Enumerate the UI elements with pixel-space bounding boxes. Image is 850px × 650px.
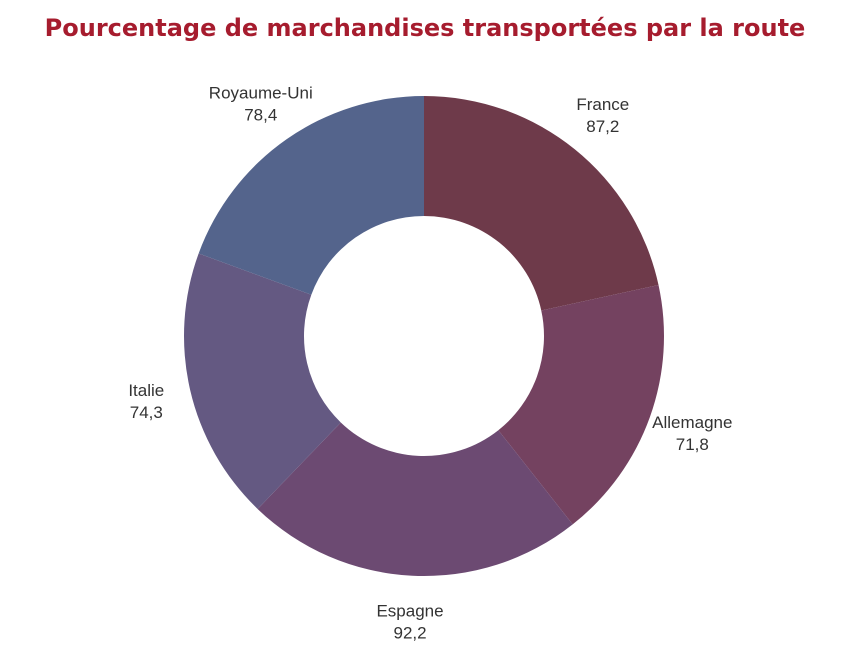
slice-espagne bbox=[257, 422, 573, 576]
slice-italie bbox=[183, 253, 341, 509]
slice-value-label: 74,3 bbox=[130, 403, 163, 422]
slice-value-label: 71,8 bbox=[676, 435, 709, 454]
slice-value-label: 87,2 bbox=[586, 117, 619, 136]
slice-value-label: 78,4 bbox=[244, 105, 277, 124]
slice-category-label: Italie bbox=[128, 381, 164, 400]
slice-category-label: Royaume-Uni bbox=[209, 83, 313, 102]
slice-label-espagne: Espagne 92,2 bbox=[376, 602, 443, 643]
slice-royaume-uni bbox=[198, 96, 424, 295]
slice-label-allemagne: Allemagne 71,8 bbox=[652, 413, 732, 454]
slice-label-france: France 87,2 bbox=[576, 95, 629, 136]
slice-category-label: Espagne bbox=[376, 602, 443, 621]
slice-value-label: 92,2 bbox=[393, 624, 426, 643]
slice-category-label: Allemagne bbox=[652, 413, 732, 432]
slice-label-royaume-uni: Royaume-Uni 78,4 bbox=[209, 83, 313, 124]
slice-label-italie: Italie 74,3 bbox=[128, 381, 164, 422]
slice-allemagne bbox=[498, 284, 665, 525]
chart-title: Pourcentage de marchandises transportées… bbox=[44, 14, 806, 42]
slice-labels: France 87,2 Allemagne 71,8 Espagne 92,2 Italie… bbox=[128, 83, 732, 642]
donut-slices bbox=[183, 96, 665, 576]
slice-category-label: France bbox=[576, 95, 629, 114]
slice-france bbox=[424, 96, 659, 311]
